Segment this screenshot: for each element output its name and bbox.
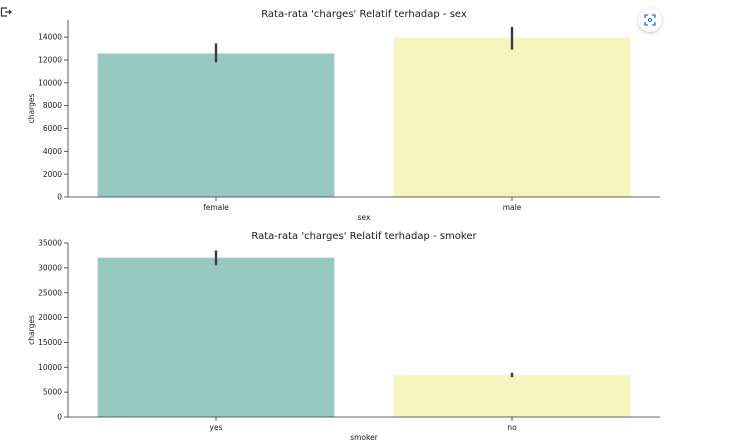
output-arrow-icon: [0, 7, 12, 17]
chart-2-y-tick-label-25000: 25000: [38, 288, 62, 297]
fullscreen-icon: [644, 14, 656, 26]
fullscreen-button[interactable]: [638, 8, 662, 32]
chart-1-y-tick-label-14000: 14000: [38, 33, 62, 42]
chart-1-x-tick-label-female: female: [203, 203, 229, 212]
chart-2-x-tick-label-yes: yes: [210, 423, 223, 432]
chart-1-y-tick-label-6000: 6000: [43, 124, 62, 133]
chart-2-y-tick-label-35000: 35000: [38, 239, 62, 248]
chart-2-title: Rata-rata 'charges' Relatif terhadap - s…: [251, 231, 477, 242]
chart-2-y-tick-label-30000: 30000: [38, 263, 62, 272]
chart-1-y-tick-label-8000: 8000: [43, 101, 62, 110]
chart-2-x-tick-label-no: no: [507, 423, 517, 432]
chart-1-x-axis-label: sex: [358, 213, 371, 222]
chart-1-y-tick-label-4000: 4000: [43, 147, 62, 156]
chart-1-title: Rata-rata 'charges' Relatif terhadap - s…: [261, 9, 467, 20]
chart-2-y-tick-label-5000: 5000: [43, 388, 62, 397]
chart-1-y-tick-label-2000: 2000: [43, 170, 62, 179]
chart-1-bar-female: [97, 53, 335, 197]
chart-2-bar-no: [393, 375, 631, 417]
chart-1-x-tick-label-male: male: [503, 203, 522, 212]
chart-1-y-tick-label-10000: 10000: [38, 78, 62, 87]
chart-2-y-tick-label-10000: 10000: [38, 363, 62, 372]
chart-2-y-tick-label-15000: 15000: [38, 338, 62, 347]
chart-1-bar-male: [393, 37, 631, 198]
chart-2-x-axis-label: smoker: [350, 433, 378, 442]
chart-2-y-tick-label-0: 0: [57, 413, 62, 422]
chart-1-y-axis-label: charges: [27, 94, 36, 124]
chart-2-y-tick-label-20000: 20000: [38, 313, 62, 322]
chart-1-y-tick-label-12000: 12000: [38, 56, 62, 65]
chart-2-y-axis-label: charges: [27, 315, 36, 345]
chart-2-bar-yes: [97, 257, 335, 417]
chart-1-y-tick-label-0: 0: [57, 193, 62, 202]
